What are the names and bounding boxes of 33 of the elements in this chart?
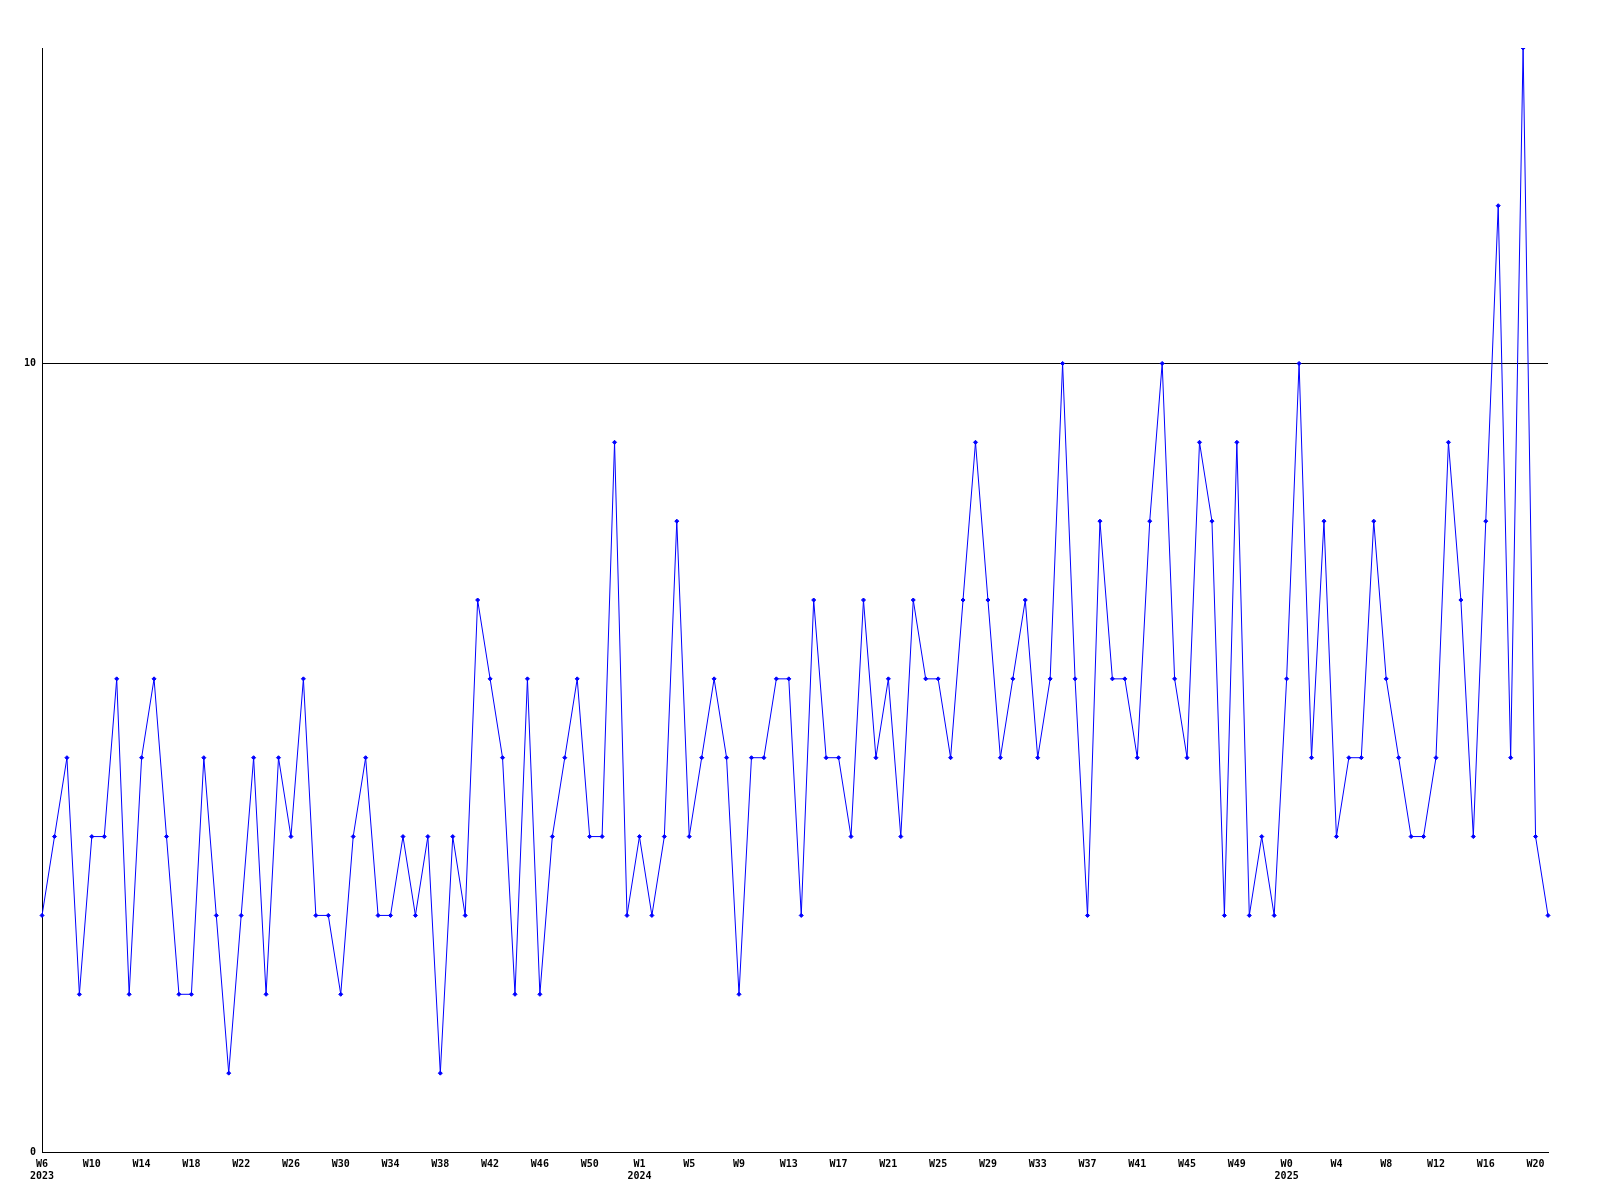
x-tick-label: W16 (1476, 1157, 1495, 1169)
x-tick-label: W14 (132, 1157, 151, 1169)
x-tick-label: W12 (1426, 1157, 1446, 1169)
x-tick-label: W4 (1330, 1157, 1343, 1169)
x-tick-label: W5 (683, 1157, 696, 1169)
y-tick-label: 0 (30, 1145, 37, 1157)
x-tick-label: W37 (1078, 1157, 1097, 1169)
x-tick-label: W29 (978, 1157, 997, 1169)
x-tick-label: W50 (580, 1157, 599, 1169)
x-tick-label: W8 (1380, 1157, 1393, 1169)
x-tick-label: W0 2025 (1274, 1157, 1299, 1181)
x-tick-label: W20 (1526, 1157, 1545, 1169)
x-tick-label: W34 (381, 1157, 400, 1169)
x-tick-label: W33 (1028, 1157, 1047, 1169)
x-tick-label: W38 (431, 1157, 450, 1169)
y-tick-label: 10 (23, 357, 37, 369)
x-tick-label: W41 (1128, 1157, 1147, 1169)
x-tick-label: W30 (331, 1157, 350, 1169)
x-tick-label: W1 2024 (627, 1157, 652, 1181)
x-tick-label: W17 (829, 1157, 848, 1169)
x-tick-label: W26 (281, 1157, 300, 1169)
x-tick-label: W42 (481, 1157, 500, 1169)
x-tick-label: W21 (879, 1157, 898, 1169)
x-tick-label: W13 (779, 1157, 798, 1169)
x-tick-label: W18 (182, 1157, 201, 1169)
x-tick-label: W45 (1178, 1157, 1197, 1169)
x-tick-label: W10 (82, 1157, 101, 1169)
x-tick-label: W9 (732, 1157, 746, 1169)
x-tick-label: W46 (530, 1157, 549, 1169)
x-tick-label: W6 2023 (29, 1157, 55, 1181)
x-tick-label: W22 (232, 1157, 251, 1169)
x-tick-label: W49 (1227, 1157, 1246, 1169)
x-tick-label: W25 (929, 1157, 948, 1169)
